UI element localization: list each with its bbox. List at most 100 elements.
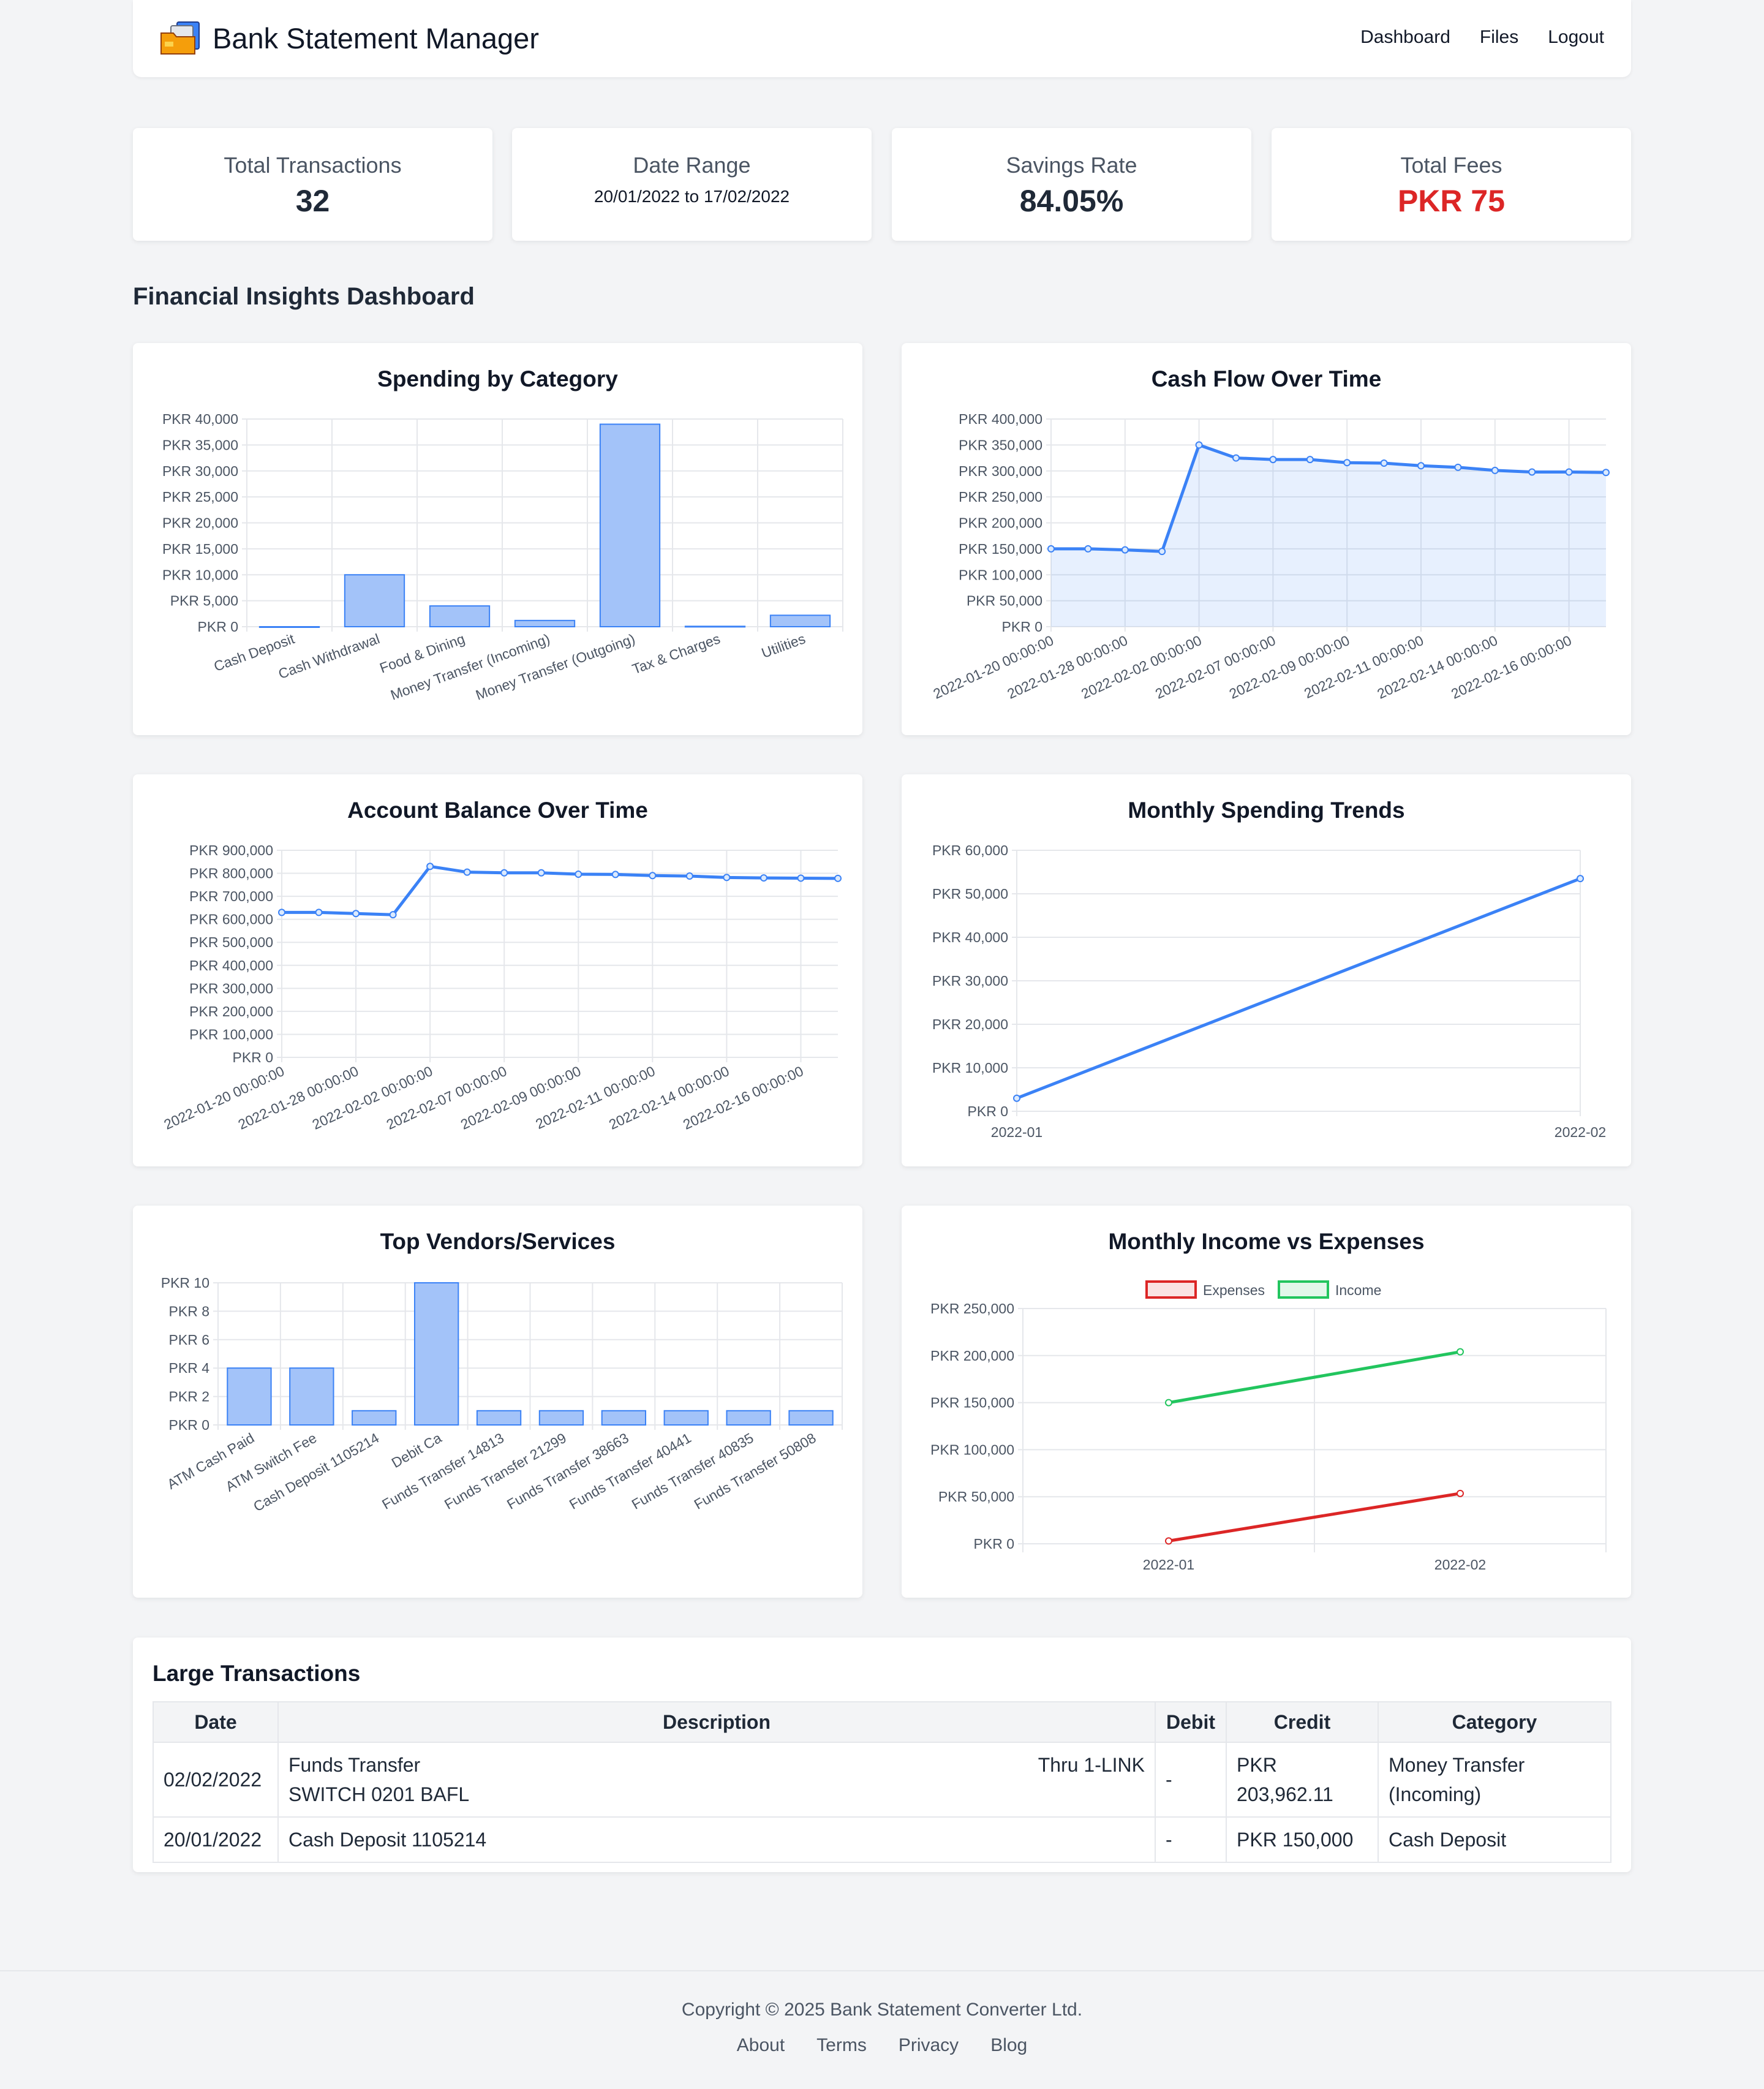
x-tick-label: 2022-02-07 00:00:00 — [384, 1063, 510, 1133]
chart-title: Monthly Income vs Expenses — [1108, 1229, 1425, 1254]
column-header-credit: Credit — [1226, 1701, 1379, 1743]
y-tick-label: PKR 400,000 — [189, 958, 273, 973]
y-tick-label: PKR 5,000 — [170, 593, 238, 609]
data-point — [315, 909, 323, 916]
x-tick-label: Money Transfer (Outgoing) — [473, 630, 637, 703]
y-tick-label: PKR 4 — [169, 1360, 210, 1376]
y-tick-label: PKR 40,000 — [162, 411, 238, 427]
chart-card-income-vs-expenses: Monthly Income vs Expenses PKR 0 PKR 50,0… — [902, 1206, 1631, 1598]
data-point — [278, 909, 285, 916]
brand[interactable]: Bank Statement Manager — [160, 20, 539, 56]
x-tick-label: 2022-01-28 00:00:00 — [1005, 632, 1130, 702]
y-tick-label: PKR 25,000 — [162, 489, 238, 505]
stat-label: Total Fees — [1400, 153, 1502, 178]
x-tick-label: Money Transfer (Incoming) — [388, 630, 552, 703]
footer-link-privacy[interactable]: Privacy — [898, 2035, 959, 2055]
column-header-description: Description — [277, 1701, 1156, 1743]
chart-title: Account Balance Over Time — [347, 798, 648, 823]
y-tick-label: PKR 50,000 — [938, 1489, 1014, 1505]
legend-label: Income — [1335, 1282, 1381, 1298]
data-point — [1084, 545, 1092, 553]
legend-swatch — [1278, 1280, 1329, 1299]
footer-link-terms[interactable]: Terms — [816, 2035, 867, 2055]
spending-by-category-chart: PKR 0 PKR 5,000 PKR 10,000 PKR 15,000 PKR 20… — [162, 411, 843, 703]
y-tick-label: PKR 150,000 — [930, 1395, 1014, 1411]
data-point — [1047, 545, 1055, 553]
x-tick-label: 2022-01-28 00:00:00 — [236, 1063, 361, 1133]
bar — [599, 423, 661, 627]
data-point — [1454, 463, 1462, 471]
column-header-debit: Debit — [1155, 1701, 1227, 1743]
y-tick-label: PKR 300,000 — [189, 980, 273, 996]
data-point — [1602, 469, 1610, 477]
data-point — [1528, 468, 1536, 476]
stat-value: 20/01/2022 to 17/02/2022 — [594, 187, 790, 206]
x-tick-label: 2022-02-07 00:00:00 — [1153, 632, 1278, 702]
stat-card-savings-rate: Savings Rate 84.05% — [892, 128, 1251, 241]
data-point — [389, 911, 397, 919]
series-line — [1016, 877, 1581, 1100]
footer-link-blog[interactable]: Blog — [990, 2035, 1028, 2055]
stat-label: Savings Rate — [1006, 153, 1137, 178]
bar — [514, 619, 576, 627]
nav-links: Dashboard Files Logout — [1331, 27, 1604, 48]
bar — [663, 1410, 709, 1426]
bar — [601, 1410, 647, 1426]
cell-credit: PKR 150,000 — [1226, 1816, 1379, 1863]
navbar: Bank Statement Manager Dashboard Files L… — [133, 0, 1631, 77]
chart-title: Cash Flow Over Time — [1151, 366, 1382, 391]
nav-logout-link[interactable]: Logout — [1548, 27, 1604, 47]
y-tick-label: PKR 500,000 — [189, 934, 273, 950]
data-point — [1195, 441, 1203, 449]
y-tick-label: PKR 60,000 — [932, 842, 1008, 858]
bar — [476, 1410, 522, 1426]
chart-card-monthly-spending: Monthly Spending Trends PKR 0 PKR 10,000 P… — [902, 774, 1631, 1166]
table-row: 02/02/2022 Funds Transfer Thru 1-LINK SW… — [153, 1742, 1611, 1818]
y-tick-label: PKR 0 — [233, 1049, 273, 1065]
cell-description: Cash Deposit 1105214 — [277, 1816, 1156, 1863]
nav-dashboard-link[interactable]: Dashboard — [1360, 27, 1450, 47]
chart-card-top-vendors: Top Vendors/Services PKR 0 PKR 2 PKR 4 PKR … — [133, 1206, 862, 1598]
table-title: Large Transactions — [153, 1661, 361, 1686]
y-tick-label: PKR 30,000 — [932, 973, 1008, 989]
legend-label: Expenses — [1203, 1282, 1265, 1298]
series-line — [1168, 1492, 1461, 1543]
nav-files-link[interactable]: Files — [1479, 27, 1519, 47]
y-tick-label: PKR 10,000 — [932, 1060, 1008, 1076]
footer-link-about[interactable]: About — [736, 2035, 785, 2055]
data-point — [537, 869, 545, 877]
y-tick-label: PKR 40,000 — [932, 929, 1008, 945]
data-point — [1269, 456, 1277, 464]
x-tick-label: 2022-02-02 00:00:00 — [310, 1063, 435, 1133]
x-tick-label: 2022-01-20 00:00:00 — [162, 1063, 287, 1133]
y-tick-label: PKR 350,000 — [959, 437, 1042, 453]
y-tick-label: PKR 50,000 — [932, 886, 1008, 902]
series-line — [1051, 443, 1607, 553]
x-tick-label: Utilities — [760, 630, 808, 661]
data-point — [1565, 468, 1573, 476]
cell-category: Money Transfer (Incoming) — [1378, 1742, 1611, 1818]
stat-value: 32 — [295, 184, 330, 218]
data-point — [1165, 1399, 1172, 1407]
data-point — [1577, 875, 1584, 883]
y-tick-label: PKR 20,000 — [932, 1016, 1008, 1032]
chart-card-account-balance: Account Balance Over Time PKR 0 PKR 100,0… — [133, 774, 862, 1166]
data-point — [611, 871, 619, 878]
data-point — [500, 869, 508, 877]
y-tick-label: PKR 0 — [1002, 619, 1042, 635]
x-tick-label: 2022-02 — [1434, 1557, 1486, 1573]
y-tick-label: PKR 200,000 — [930, 1348, 1014, 1364]
column-header-category: Category — [1378, 1701, 1611, 1743]
chart-title: Spending by Category — [377, 366, 618, 391]
copyright-text: Copyright © 2025 Bank Statement Converte… — [681, 2000, 1083, 2020]
data-point — [1457, 1348, 1464, 1356]
data-point — [1457, 1489, 1464, 1497]
data-point — [463, 868, 471, 876]
data-point — [1491, 466, 1499, 474]
y-tick-label: PKR 600,000 — [189, 912, 273, 927]
x-tick-label: 2022-01-20 00:00:00 — [931, 632, 1057, 702]
y-tick-label: PKR 800,000 — [189, 866, 273, 882]
large-transactions-card: Large Transactions Date Description Debi… — [133, 1638, 1631, 1872]
data-point — [1121, 546, 1129, 554]
data-point — [649, 872, 657, 880]
